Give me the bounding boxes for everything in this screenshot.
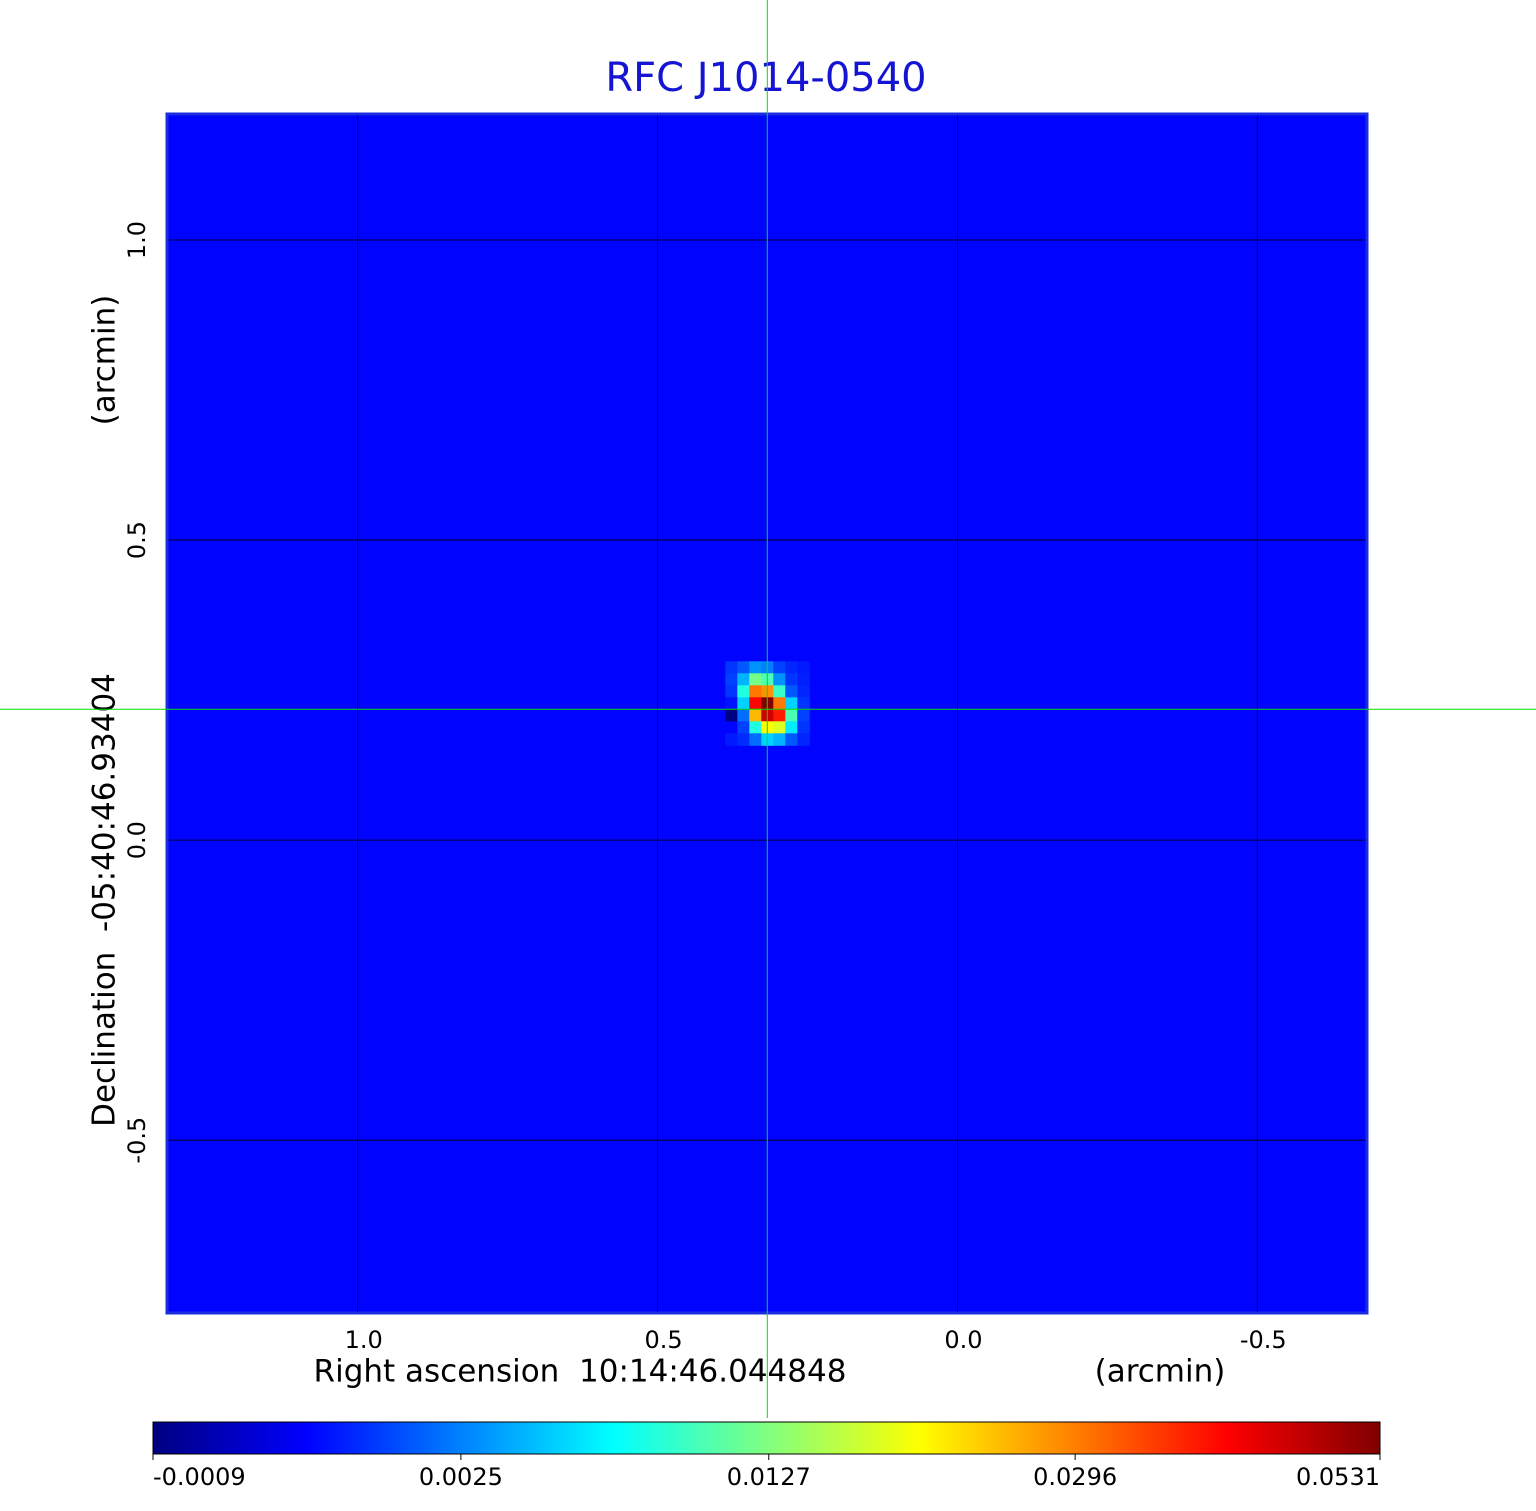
pixel [749,685,762,698]
pixel [749,697,762,710]
pixel [797,697,810,710]
pixel [785,685,798,698]
x-tick-label: -0.5 [1240,1326,1287,1354]
pixel [785,661,798,674]
y-tick-label: 0.5 [123,521,151,559]
pixel [737,721,750,734]
pixel [797,661,810,674]
x-axis-label: Right ascension 10:14:46.044848 [314,1354,847,1390]
pixel [785,733,798,746]
pixel [737,697,750,710]
colorbar [152,1421,1381,1455]
pixel [773,697,786,710]
pixel [749,673,762,686]
colorbar-tick-label: 0.0531 [1296,1463,1380,1491]
pixel [773,673,786,686]
pixel [773,661,786,674]
pixel [737,709,750,722]
pixel [773,685,786,698]
x-tick-label: 0.0 [944,1326,982,1354]
pixel [725,685,738,698]
pixel [785,673,798,686]
pixel [725,661,738,674]
x-axis-unit: (arcmin) [1095,1354,1226,1390]
chart-title: RFC J1014-0540 [605,55,926,101]
pixel [749,733,762,746]
pixel [785,697,798,710]
pixel [725,709,738,722]
pixel [725,697,738,710]
pixel [737,685,750,698]
y-axis-unit: (arcmin) [87,295,123,426]
y-axis-label: Declination -05:40:46.93404 [87,673,123,1127]
colorbar-tick-label: 0.0025 [419,1463,503,1491]
pixel [785,709,798,722]
pixel [749,709,762,722]
pixel [749,721,762,734]
pixel [725,721,738,734]
pixel [797,721,810,734]
y-tick-label: -0.5 [123,1117,151,1164]
pixel [773,721,786,734]
x-tick-label: 0.5 [644,1326,682,1354]
colorbar-tick-label: 0.0296 [1033,1463,1117,1491]
colorbar-tick-label: -0.0009 [153,1463,246,1491]
pixel [797,709,810,722]
pixel [773,709,786,722]
y-tick-label: 1.0 [123,221,151,259]
pixel [725,673,738,686]
pixel [737,661,750,674]
pixel [737,733,750,746]
pixel [749,661,762,674]
pixel [797,685,810,698]
x-tick-label: 1.0 [345,1326,383,1354]
pixel [797,673,810,686]
pixel [773,733,786,746]
pixel [737,673,750,686]
pixel [797,733,810,746]
pixel [725,733,738,746]
pixel [785,721,798,734]
y-tick-label: 0.0 [123,821,151,859]
colorbar-tick-label: 0.0127 [727,1463,811,1491]
